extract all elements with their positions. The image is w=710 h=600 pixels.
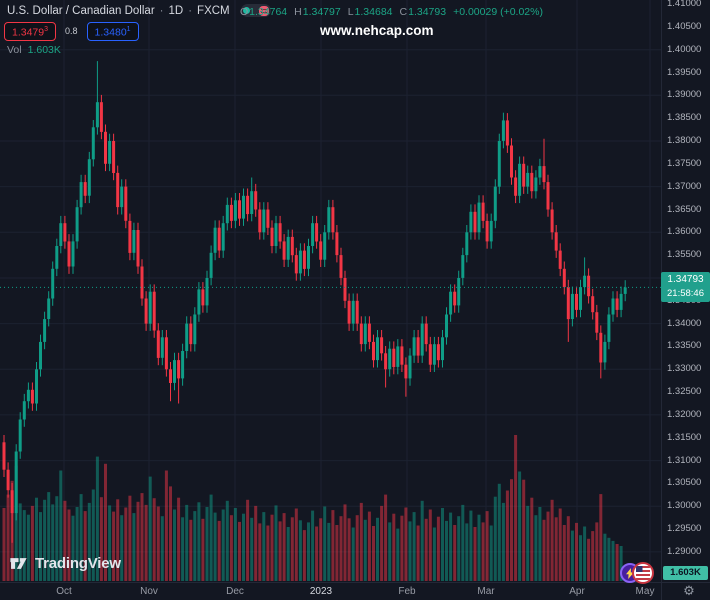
legend-separator: · bbox=[159, 4, 164, 17]
price-tick-label: 1.29500 bbox=[667, 523, 702, 535]
high-value: 1.34797 bbox=[302, 6, 341, 18]
ask-button[interactable]: 1.34801 bbox=[86, 22, 139, 41]
ask-pip-sup: 1 bbox=[126, 26, 131, 33]
price-tick-label: 1.33500 bbox=[667, 340, 702, 352]
bar-countdown: 21:58:46 bbox=[667, 288, 704, 299]
high-label: H bbox=[294, 6, 302, 18]
time-axis-border bbox=[0, 582, 710, 583]
price-tick-label: 1.34000 bbox=[667, 317, 702, 329]
close-label: C bbox=[399, 6, 408, 18]
ohlc-row: O1.34764 H1.34797 L1.34684 C1.34793 +0.0… bbox=[240, 6, 543, 18]
price-tick-label: 1.40500 bbox=[667, 20, 702, 32]
symbol-title: U.S. Dollar / Canadian Dollar bbox=[7, 4, 155, 17]
time-tick-label: Mar bbox=[477, 586, 495, 597]
time-tick-label: Oct bbox=[56, 586, 72, 597]
market-open-dot-icon bbox=[242, 7, 250, 14]
price-tick-label: 1.38000 bbox=[667, 135, 702, 146]
time-tick-label: May bbox=[635, 586, 655, 597]
open-label: O bbox=[240, 6, 249, 18]
price-tick-label: 1.39000 bbox=[667, 89, 702, 101]
price-axis[interactable]: 1.41000 1.40500 1.40000 1.39500 1.39000 1.385… bbox=[662, 0, 710, 582]
price-tick-label: 1.37500 bbox=[667, 157, 702, 169]
price-tick-label: 1.31500 bbox=[667, 431, 702, 443]
interval-label: 1D bbox=[168, 4, 184, 17]
time-tick-label: Feb bbox=[398, 586, 416, 597]
gear-icon[interactable]: ⚙ bbox=[683, 583, 695, 598]
price-tick-label: 1.30000 bbox=[667, 500, 702, 512]
volume-legend: Vol 1.603K bbox=[7, 44, 61, 56]
volume-label: Vol bbox=[7, 44, 22, 56]
price-tick-label: 1.39500 bbox=[667, 66, 702, 78]
time-tick-label: 2023 bbox=[309, 586, 333, 597]
price-tick-label: 1.41000 bbox=[667, 0, 702, 9]
open-value: 1.34764 bbox=[249, 6, 288, 18]
exchange-label: FXCM bbox=[197, 4, 230, 17]
price-tick-label: 1.30500 bbox=[667, 477, 702, 489]
low-label: L bbox=[347, 6, 354, 18]
spread-value: 0.8 bbox=[65, 26, 78, 37]
price-tick-label: 1.38500 bbox=[667, 112, 702, 124]
tradingview-logo-text: TradingView bbox=[35, 555, 121, 572]
last-price-badge: 1.34793 21:58:46 bbox=[661, 272, 710, 302]
symbol-legend[interactable]: U.S. Dollar / Canadian Dollar · 1D · FXC… bbox=[7, 4, 271, 17]
price-tick-label: 1.37000 bbox=[667, 180, 702, 192]
price-tick-label: 1.36500 bbox=[667, 203, 702, 215]
low-value: 1.34684 bbox=[354, 6, 393, 18]
volume-value: 1.603K bbox=[27, 44, 61, 56]
price-tick-label: 1.32000 bbox=[667, 408, 702, 420]
collapse-legend-icon bbox=[258, 5, 269, 16]
change-value: +0.00029 (+0.02%) bbox=[453, 6, 543, 18]
volume-axis-badge: 1.603K bbox=[663, 566, 708, 580]
us-flag-icon[interactable] bbox=[632, 562, 654, 584]
price-tick-label: 1.32500 bbox=[667, 386, 702, 398]
tradingview-logo[interactable]: TradingView bbox=[9, 554, 121, 573]
last-price-value: 1.34793 bbox=[667, 274, 704, 285]
tradingview-logo-icon bbox=[10, 558, 27, 569]
legend-separator: · bbox=[188, 4, 193, 17]
time-axis[interactable]: Oct Nov Dec 2023 Feb Mar Apr May bbox=[0, 583, 710, 600]
price-tick-label: 1.35500 bbox=[667, 249, 702, 261]
close-value: 1.34793 bbox=[408, 6, 447, 18]
time-tick-label: Nov bbox=[140, 586, 158, 597]
legend-toggle[interactable] bbox=[240, 4, 271, 17]
time-tick-label: Dec bbox=[226, 586, 244, 597]
price-tick-label: 1.36000 bbox=[667, 226, 702, 238]
price-tick-label: 1.29000 bbox=[667, 545, 702, 557]
price-tick-label: 1.40000 bbox=[667, 43, 702, 55]
price-tick-label: 1.33000 bbox=[667, 363, 702, 375]
price-tick-label: 1.31000 bbox=[667, 454, 702, 466]
time-tick-label: Apr bbox=[569, 586, 585, 597]
bid-pip-sup: 3 bbox=[44, 26, 49, 33]
bid-ask-row: 1.34793 0.8 1.34801 bbox=[4, 22, 139, 41]
site-watermark: www.nehcap.com bbox=[320, 23, 434, 38]
bid-button[interactable]: 1.34793 bbox=[4, 22, 57, 41]
